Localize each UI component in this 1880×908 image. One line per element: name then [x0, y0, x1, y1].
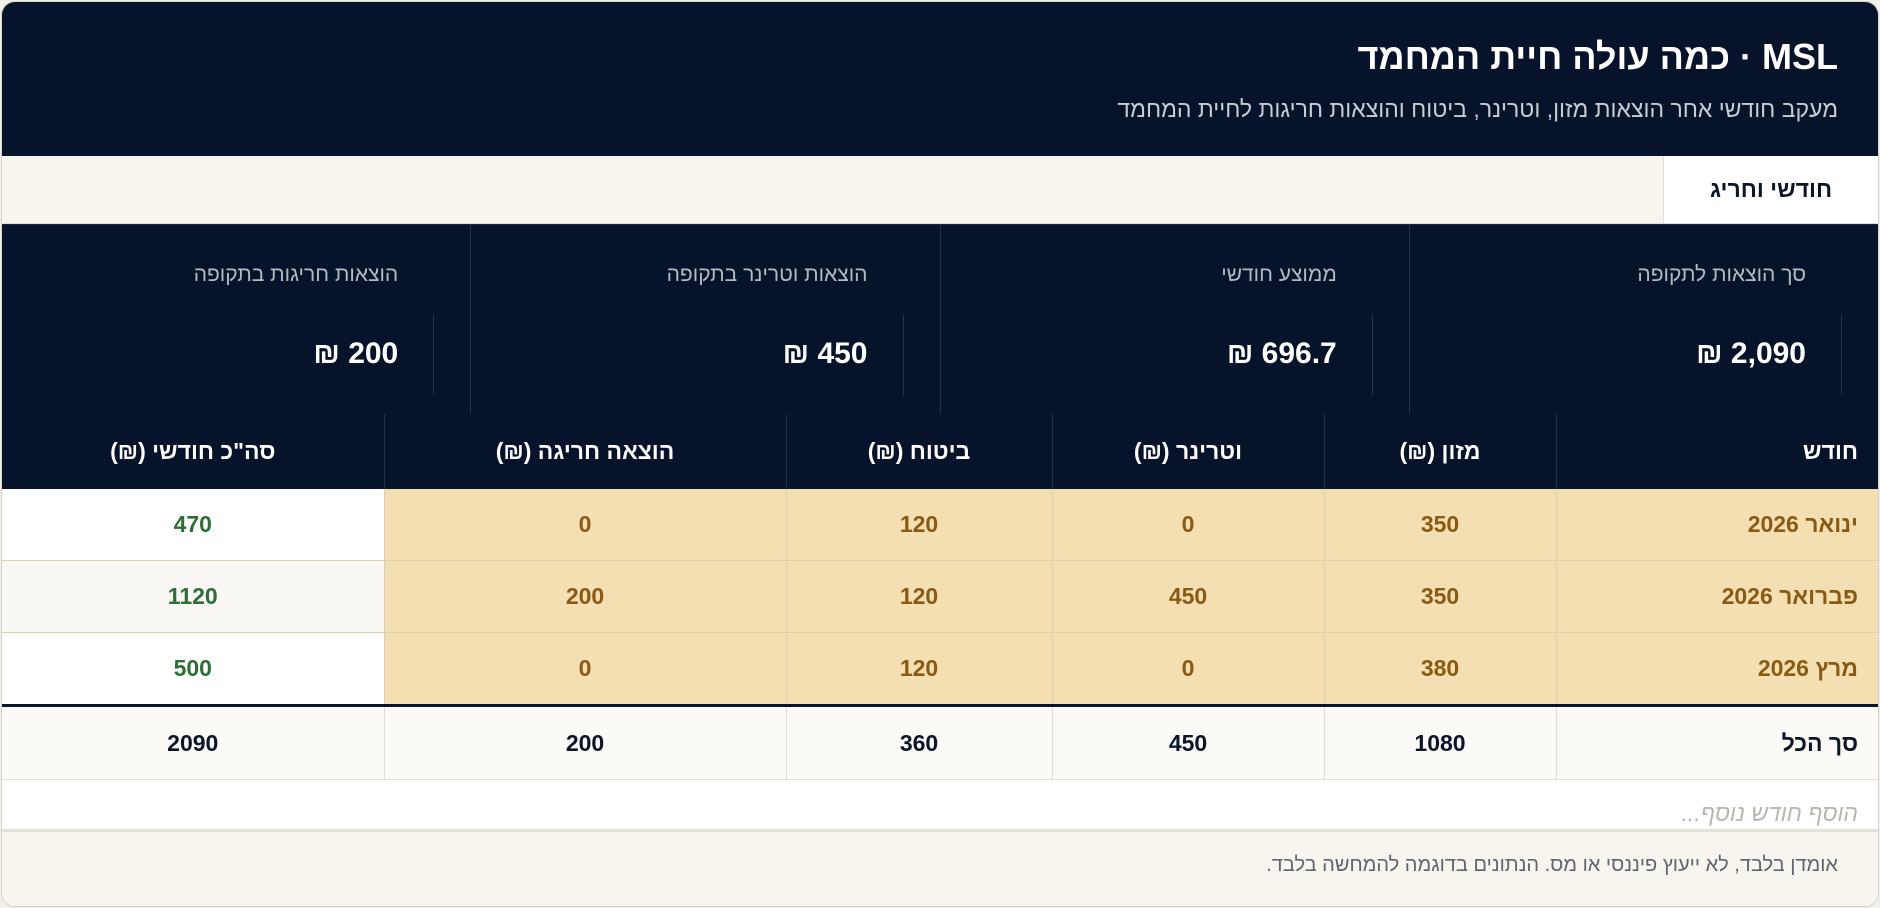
summary-card-value: 696.7 ₪: [1226, 337, 1337, 370]
column-header-food[interactable]: מזון (₪): [1323, 414, 1556, 489]
totals-row: סך הכל 1080 450 360 200 2090: [2, 704, 1878, 780]
card-divider: [902, 315, 904, 395]
totals-label: סך הכל: [1555, 704, 1878, 780]
total-vet: 450: [1051, 704, 1324, 780]
summary-card-vet: הוצאות וטרינר בתקופה 450 ₪: [470, 225, 939, 414]
insurance-cell[interactable]: 120: [785, 489, 1052, 561]
column-header-unusual[interactable]: הוצאה חריגה (₪): [383, 414, 786, 489]
month-cell[interactable]: מרץ 2026: [1555, 632, 1878, 706]
disclaimer-text: אומדן בלבד, לא ייעוץ פיננסי או מס. הנתונ…: [1266, 854, 1838, 876]
table-row: מרץ 2026 380 0 120 0 500: [2, 632, 1878, 706]
page-subtitle: מעקב חודשי אחר הוצאות מזון, וטרינר, ביטו…: [1117, 96, 1838, 122]
column-header-vet[interactable]: וטרינר (₪): [1051, 414, 1324, 489]
add-month-input[interactable]: הוסף חודש נוסף...: [1681, 800, 1858, 826]
vet-cell[interactable]: 0: [1051, 632, 1324, 706]
summary-card-label: סך הוצאות לתקופה: [1637, 263, 1806, 286]
summary-card-unusual: הוצאות חריגות בתקופה 200 ₪: [2, 225, 470, 414]
summary-card-total: סך הוצאות לתקופה 2,090 ₪: [1408, 225, 1878, 414]
food-cell[interactable]: 380: [1323, 632, 1556, 706]
card-divider: [433, 315, 435, 395]
monthly-total-cell: 500: [2, 632, 384, 706]
column-header-month[interactable]: חודש: [1555, 414, 1878, 489]
insurance-cell[interactable]: 120: [785, 560, 1052, 633]
table-row: פברואר 2026 350 450 120 200 1120: [2, 560, 1878, 633]
summary-card-average: ממוצע חודשי 696.7 ₪: [939, 225, 1409, 414]
card-divider: [1841, 315, 1842, 395]
total-insurance: 360: [785, 704, 1052, 780]
column-header-insurance[interactable]: ביטוח (₪): [785, 414, 1052, 489]
page-title: MSL · כמה עולה חיית המחמד: [1357, 36, 1838, 77]
summary-card-label: הוצאות וטרינר בתקופה: [666, 263, 868, 286]
footer: אומדן בלבד, לא ייעוץ פיננסי או מס. הנתונ…: [2, 829, 1878, 906]
summary-card-value: 2,090 ₪: [1696, 337, 1806, 370]
total-unusual: 200: [383, 704, 786, 780]
vet-cell[interactable]: 0: [1051, 489, 1324, 561]
month-cell[interactable]: ינואר 2026: [1555, 489, 1878, 561]
food-cell[interactable]: 350: [1323, 489, 1556, 561]
monthly-total-cell: 1120: [2, 560, 384, 633]
monthly-total-cell: 470: [2, 489, 384, 561]
food-cell[interactable]: 350: [1323, 560, 1556, 633]
expenses-table: חודש מזון (₪) וטרינר (₪) ביטוח (₪) הוצאה…: [2, 414, 1878, 780]
summary-card-value: 450 ₪: [782, 337, 868, 370]
unusual-cell[interactable]: 200: [383, 560, 786, 633]
page-header: MSL · כמה עולה חיית המחמד מעקב חודשי אחר…: [2, 2, 1878, 156]
unusual-cell[interactable]: 0: [383, 632, 786, 706]
summary-cards: סך הוצאות לתקופה 2,090 ₪ ממוצע חודשי 696…: [2, 224, 1878, 414]
grand-total: 2090: [2, 704, 384, 780]
table-row: ינואר 2026 350 0 120 0 470: [2, 489, 1878, 561]
card-divider: [1371, 315, 1373, 395]
vet-cell[interactable]: 450: [1051, 560, 1324, 633]
tab-monthly-unusual[interactable]: חודשי וחריג: [1663, 156, 1878, 223]
tab-bar: חודשי וחריג: [2, 156, 1878, 224]
unusual-cell[interactable]: 0: [383, 489, 786, 561]
summary-card-label: הוצאות חריגות בתקופה: [193, 263, 399, 286]
insurance-cell[interactable]: 120: [785, 632, 1052, 706]
summary-card-value: 200 ₪: [313, 337, 399, 370]
column-header-monthly-total[interactable]: סה"כ חודשי (₪): [2, 414, 384, 489]
total-food: 1080: [1323, 704, 1556, 780]
month-cell[interactable]: פברואר 2026: [1555, 560, 1878, 633]
summary-card-label: ממוצע חודשי: [1221, 263, 1337, 286]
table-header-row: חודש מזון (₪) וטרינר (₪) ביטוח (₪) הוצאה…: [2, 414, 1878, 489]
